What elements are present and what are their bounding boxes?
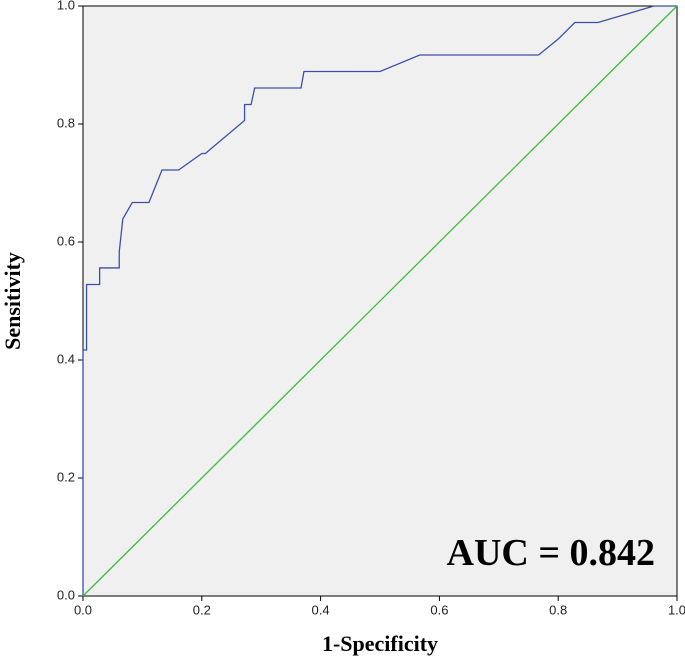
auc-annotation: AUC = 0.842: [447, 532, 655, 574]
roc-line: [82, 5, 677, 596]
y-tick-label: 0.4: [57, 351, 75, 366]
x-tick-label: 1.0: [668, 602, 685, 617]
x-tick-label: 0.4: [312, 602, 330, 617]
y-tick-label: 0.2: [57, 469, 75, 484]
y-tick-label: 0.0: [57, 587, 75, 602]
x-tick-label: 0.6: [430, 602, 448, 617]
x-tick-label: 0.0: [74, 602, 92, 617]
x-tick-label: 0.8: [549, 602, 567, 617]
y-tick-label: 0.8: [57, 115, 75, 130]
roc-line: [82, 5, 678, 597]
y-axis-title: Sensitivity: [0, 252, 25, 350]
x-tick-label: 0.2: [193, 602, 211, 617]
y-tick-label: 1.0: [57, 0, 75, 12]
x-axis-title: 1-Specificity: [322, 631, 438, 656]
y-tick-label: 0.6: [57, 233, 75, 248]
